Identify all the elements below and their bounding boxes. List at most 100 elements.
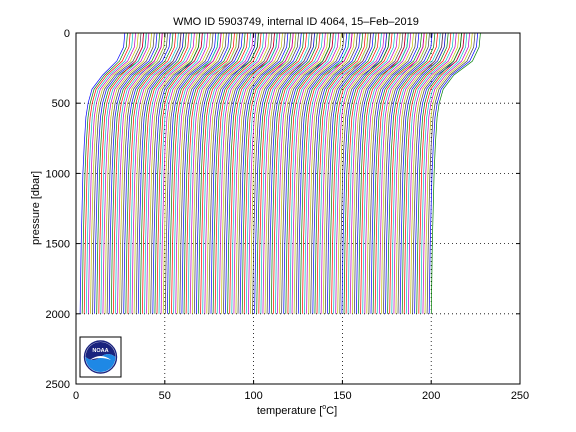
profile-line (218, 32, 267, 314)
profile-line (272, 32, 321, 314)
x-axis-label: temperature [oC] (257, 404, 337, 417)
profile-line (316, 32, 366, 314)
profile-line (399, 32, 446, 314)
profile-line (175, 32, 222, 314)
profile-line (129, 32, 179, 314)
profile-line (125, 32, 174, 314)
profile-line (416, 32, 462, 314)
profile-line (139, 32, 187, 314)
profile-line (110, 32, 161, 314)
plot-area: 0 50 100 150 200 250 0 500 1000 1500 2000 2500 (46, 28, 530, 402)
profile-line (183, 32, 233, 314)
profile-line (177, 32, 225, 314)
profile-line (381, 32, 428, 314)
profile-line (248, 32, 294, 314)
profile-line (341, 32, 388, 314)
profile-line (422, 32, 470, 314)
profile-line (196, 32, 243, 314)
profile-line (385, 32, 433, 314)
x-tick-label: 100 (244, 390, 262, 402)
profile-line (121, 32, 168, 314)
profile-line (88, 32, 136, 314)
x-axis-label-degree: o (322, 404, 326, 411)
y-tick-label: 2000 (46, 309, 70, 321)
profile-line (430, 32, 481, 314)
x-tick-label: 200 (422, 390, 440, 402)
profile-line (297, 32, 348, 314)
profile-line (144, 32, 193, 314)
profile-line (405, 32, 454, 314)
profile-line (104, 32, 152, 314)
noaa-logo: NOAA (79, 336, 122, 378)
profile-line (401, 32, 449, 314)
profile-line (102, 32, 150, 314)
profile-line (304, 32, 350, 314)
profile-line (370, 32, 420, 314)
profile-line (308, 32, 356, 314)
profile-line (403, 32, 452, 314)
profile-line (420, 32, 468, 314)
chart-title: WMO ID 5903749, internal ID 4064, 15–Feb… (173, 16, 419, 28)
x-axis-label-post: C] (326, 405, 337, 417)
profile-line (160, 32, 209, 314)
profile-line (223, 32, 273, 314)
profile-line (354, 32, 404, 314)
profile-line (191, 32, 238, 314)
profile-line (418, 32, 465, 314)
profile-line (252, 32, 299, 314)
profile-line (345, 32, 393, 314)
profile-line (426, 32, 476, 314)
profile-line (351, 32, 401, 314)
profile-line (322, 32, 369, 314)
profile-line (194, 32, 241, 314)
profile-line (83, 32, 131, 314)
x-tick-label: 150 (333, 390, 351, 402)
y-tick-label: 2500 (46, 379, 70, 391)
profile-line (410, 32, 460, 314)
profile-line (185, 32, 235, 314)
noaa-logo-bird (90, 356, 111, 360)
profile-line (90, 32, 139, 314)
profile-line (117, 32, 163, 314)
profile-line (428, 32, 479, 314)
profile-line (268, 32, 315, 314)
profile-line (202, 32, 251, 314)
profile-line (287, 32, 334, 314)
profile-line (391, 32, 441, 314)
profile-line (154, 32, 200, 314)
noaa-logo-sky (85, 342, 116, 360)
x-tick-label: 250 (511, 390, 529, 402)
profile-line (235, 32, 283, 314)
profile-line (295, 32, 345, 314)
profile-line (343, 32, 390, 314)
profile-line (198, 32, 246, 314)
profile-line (335, 32, 385, 314)
profile-line (142, 32, 190, 314)
profile-line (200, 32, 249, 314)
profile-line (279, 32, 329, 314)
profile-line (327, 32, 374, 314)
profile-line (237, 32, 286, 314)
profile-line (239, 32, 289, 314)
profile-line (164, 32, 214, 314)
profile-line (106, 32, 155, 314)
profile-line (173, 32, 219, 314)
profile-line (364, 32, 412, 314)
y-axis: 0 500 1000 1500 2000 2500 (46, 28, 520, 391)
y-tick-label: 1000 (46, 168, 70, 180)
profile-line (331, 32, 380, 314)
profile-line (119, 32, 166, 314)
profile-line (329, 32, 377, 314)
profile-line (210, 32, 257, 314)
profile-line (146, 32, 195, 314)
profile-line (254, 32, 302, 314)
profile-line (362, 32, 409, 314)
profile-line (148, 32, 198, 314)
profile-line (85, 32, 134, 314)
profile-line (221, 32, 270, 314)
y-tick-label: 1500 (46, 239, 70, 251)
profile-line (306, 32, 353, 314)
profile-line (349, 32, 398, 314)
profile-line (275, 32, 324, 314)
profile-line (256, 32, 305, 314)
